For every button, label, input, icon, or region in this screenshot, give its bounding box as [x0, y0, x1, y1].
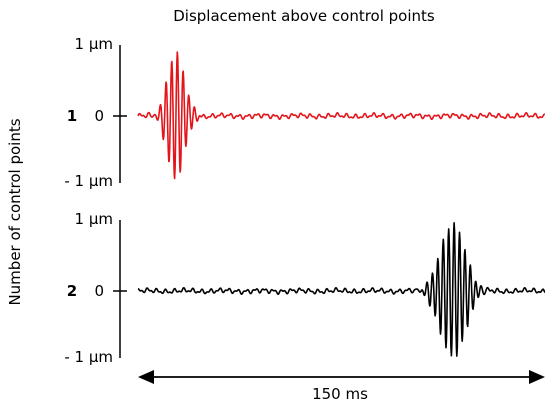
arrow-head-right [529, 370, 545, 384]
panel-2-tick-zero: 0 [94, 282, 104, 300]
panel-2-label: 2 [67, 282, 77, 300]
series-2-line [137, 222, 545, 357]
time-span-arrow [138, 370, 545, 384]
panel-1-label: 1 [67, 107, 77, 125]
panel-1-tick-top: 1 µm [75, 35, 113, 53]
panel-2: 1 µm 0 - 1 µm 2 [64, 210, 545, 366]
arrow-head-left [138, 370, 154, 384]
panel-1-tick-bottom: - 1 µm [64, 172, 113, 190]
x-axis-title: 150 ms [312, 385, 368, 403]
y-axis-title: Number of control points [6, 118, 24, 305]
series-1-line [137, 51, 545, 180]
panel-1-tick-zero: 0 [94, 107, 104, 125]
panel-1: 1 µm 0 - 1 µm 1 [64, 35, 545, 190]
panel-2-tick-bottom: - 1 µm [64, 348, 113, 366]
panel-2-tick-top: 1 µm [75, 210, 113, 228]
chart-title: Displacement above control points [173, 7, 435, 25]
